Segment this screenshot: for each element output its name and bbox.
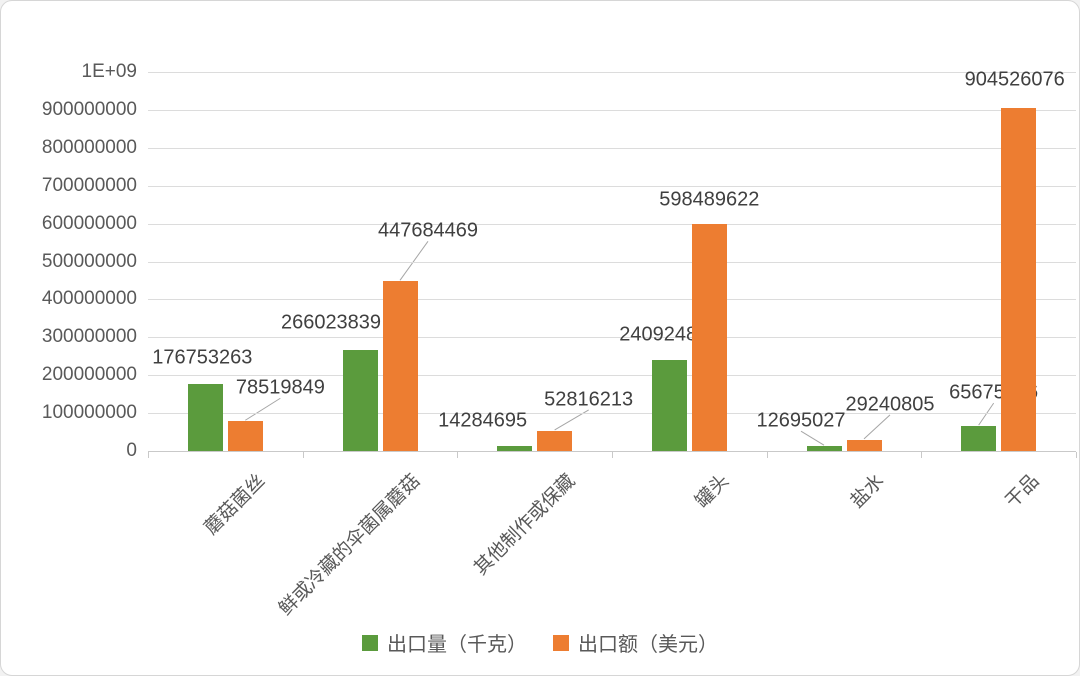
bar-export-volume <box>651 359 687 451</box>
y-axis-tick-label: 1E+09 <box>81 61 137 82</box>
grid-line <box>148 109 1076 111</box>
legend-label-export-volume: 出口量（千克） <box>387 634 527 656</box>
grid-line <box>148 299 1076 301</box>
y-axis-tick-label: 600000000 <box>41 212 137 234</box>
grid-line <box>148 375 1076 377</box>
category-label: 盐水 <box>846 470 889 513</box>
x-axis-tick <box>766 452 768 458</box>
x-axis-tick <box>612 452 613 458</box>
x-axis-tick <box>457 452 459 458</box>
x-axis-tick <box>921 452 923 458</box>
legend-item-export-value: 出口额（美元） <box>553 628 718 657</box>
legend-label-export-value: 出口额（美元） <box>578 634 718 656</box>
grid-line <box>148 337 1076 339</box>
bar-export-value <box>846 439 882 451</box>
x-axis-tick <box>302 452 304 458</box>
bar-export-value <box>1001 108 1037 451</box>
bar-export-value <box>537 430 573 451</box>
y-axis-tick-label: 500000000 <box>41 250 137 272</box>
leader-line <box>978 402 995 426</box>
bar-export-value <box>227 421 263 451</box>
leader-line <box>800 430 825 446</box>
data-label: 14284695 <box>438 409 528 432</box>
category-label: 干品 <box>1001 470 1044 513</box>
grid-line <box>148 185 1076 187</box>
leader-line <box>863 414 891 440</box>
grid-line <box>148 261 1076 263</box>
y-axis-tick-label: 800000000 <box>41 136 137 158</box>
data-label: 598489622 <box>659 188 760 211</box>
bar-export-volume <box>342 350 378 451</box>
y-axis-tick-label: 0 <box>126 440 137 461</box>
leader-line <box>245 397 281 421</box>
y-axis-tick-label: 400000000 <box>41 288 137 310</box>
y-axis-tick-label: 200000000 <box>41 364 137 386</box>
grid-line <box>148 413 1076 415</box>
data-label: 176753263 <box>152 346 253 369</box>
x-axis-line <box>148 451 1076 452</box>
data-label: 904526076 <box>964 68 1065 91</box>
x-axis-tick <box>1076 452 1077 458</box>
bar-export-volume <box>187 384 223 451</box>
data-label: 29240805 <box>845 393 935 416</box>
category-label: 鲜或冷藏的伞菌属蘑菇 <box>275 470 425 620</box>
data-label: 78519849 <box>235 376 325 399</box>
bar-export-value <box>691 224 727 451</box>
legend-item-export-volume: 出口量（千克） <box>362 628 527 657</box>
y-axis-tick-label: 900000000 <box>41 98 137 120</box>
legend-swatch-export-value <box>553 634 569 651</box>
legend: 出口量（千克） 出口额（美元） <box>1 628 1079 657</box>
bar-export-volume <box>497 445 533 451</box>
bar-export-volume <box>961 426 997 451</box>
category-label: 其他制作或保藏 <box>470 470 580 580</box>
grid-line <box>148 147 1076 149</box>
data-label: 447684469 <box>377 219 479 242</box>
y-axis-tick-label: 700000000 <box>41 174 137 196</box>
category-label: 蘑菇菌丝 <box>201 470 270 540</box>
x-axis-tick <box>148 452 149 458</box>
y-axis-tick-label: 300000000 <box>41 326 137 348</box>
grid-line <box>148 72 1076 73</box>
data-label: 12695027 <box>756 409 846 432</box>
data-label: 266023839 <box>280 311 382 334</box>
bar-export-value <box>382 281 418 451</box>
category-label: 罐头 <box>691 470 734 513</box>
grid-line <box>148 223 1076 225</box>
y-axis-tick-label: 100000000 <box>41 402 137 424</box>
bar-export-volume <box>806 446 842 451</box>
legend-swatch-export-volume <box>362 634 378 651</box>
data-label: 52816213 <box>544 388 634 411</box>
